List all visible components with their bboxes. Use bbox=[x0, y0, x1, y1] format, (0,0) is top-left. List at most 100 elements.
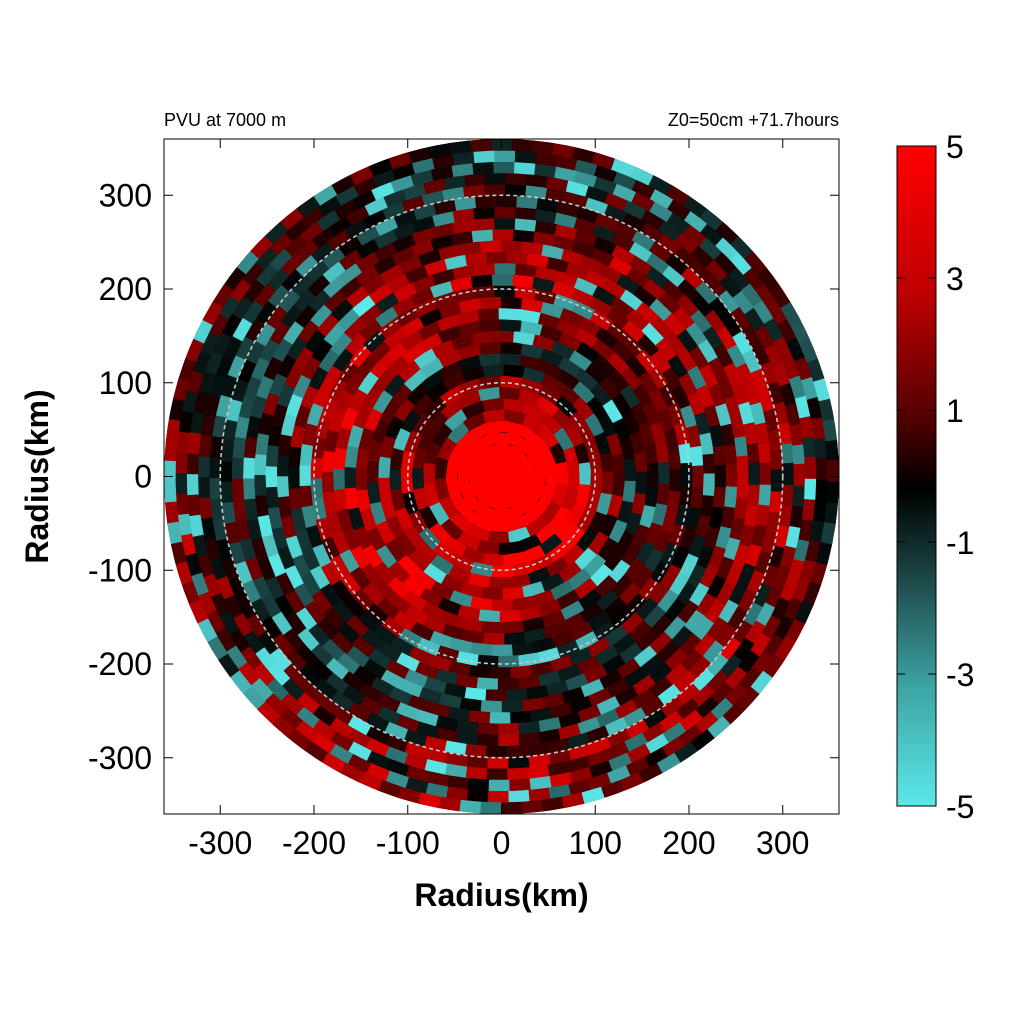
range-ring bbox=[219, 194, 784, 759]
field-cell bbox=[510, 139, 534, 153]
field-cell bbox=[287, 467, 300, 491]
field-cell bbox=[164, 481, 177, 504]
range-ring bbox=[406, 381, 597, 572]
field-cell bbox=[533, 466, 546, 492]
field-cell bbox=[635, 471, 649, 495]
field-cell bbox=[499, 341, 523, 355]
field-cell bbox=[513, 150, 537, 164]
field-cell bbox=[309, 478, 324, 501]
field-cell bbox=[321, 450, 335, 474]
field-cell bbox=[483, 172, 507, 185]
colorbar-tick-label: -5 bbox=[946, 789, 974, 825]
colorbar bbox=[896, 145, 937, 807]
field-cell bbox=[477, 318, 501, 333]
x-tick-label: 200 bbox=[662, 825, 715, 861]
field-cell bbox=[509, 778, 533, 792]
y-tick-label: 300 bbox=[99, 177, 152, 213]
field-cell bbox=[491, 599, 515, 612]
field-cell bbox=[500, 469, 514, 478]
field-cell bbox=[470, 161, 494, 175]
field-cell bbox=[578, 461, 592, 486]
field-cell bbox=[265, 466, 278, 489]
field-cell bbox=[242, 457, 255, 481]
field-cell bbox=[501, 801, 524, 814]
field-cell bbox=[208, 457, 222, 480]
field-cell bbox=[471, 217, 495, 231]
field-cell bbox=[186, 494, 201, 518]
field-cell bbox=[480, 700, 504, 714]
field-cell bbox=[508, 789, 532, 804]
field-cell bbox=[473, 194, 497, 209]
field-cell bbox=[502, 620, 526, 635]
field-cell bbox=[492, 206, 516, 219]
field-cell bbox=[422, 462, 436, 487]
field-cell bbox=[513, 206, 537, 221]
field-cell bbox=[498, 318, 522, 332]
field-cell bbox=[522, 463, 535, 487]
field-cell bbox=[492, 150, 516, 163]
field-cell bbox=[508, 755, 532, 770]
x-tick-label: 0 bbox=[493, 825, 511, 861]
field-cell bbox=[712, 485, 727, 509]
field-cell bbox=[466, 789, 490, 803]
field-cell bbox=[492, 217, 516, 230]
field-cell bbox=[712, 443, 727, 467]
field-cell bbox=[556, 461, 569, 486]
field-cell bbox=[208, 478, 222, 501]
field-cell bbox=[478, 296, 502, 310]
field-cell bbox=[497, 307, 520, 321]
x-tick-label: 100 bbox=[569, 825, 622, 861]
field-cell bbox=[492, 285, 516, 298]
field-cell bbox=[498, 722, 521, 736]
field-cell bbox=[231, 457, 244, 481]
x-axis-label: Radius(km) bbox=[414, 877, 588, 913]
field-cell bbox=[476, 677, 500, 691]
y-tick-label: 100 bbox=[99, 365, 152, 401]
axis-ticks: -300 -200 -100 0 100 200 300 300 200 100 0 -100 -200… bbox=[88, 139, 839, 861]
field-cell bbox=[501, 700, 525, 714]
field-cell bbox=[231, 478, 245, 501]
field-cell bbox=[813, 436, 828, 460]
y-axis-label: Radius(km) bbox=[19, 389, 55, 563]
field-cell bbox=[477, 733, 500, 747]
field-cell bbox=[299, 464, 311, 488]
field-cell bbox=[497, 677, 521, 691]
y-tick-label: -100 bbox=[88, 552, 152, 588]
field-cell bbox=[804, 456, 817, 479]
field-cell bbox=[164, 439, 178, 463]
field-cell bbox=[489, 712, 513, 725]
field-cell bbox=[186, 453, 199, 476]
field-cell bbox=[736, 476, 750, 499]
field-cell bbox=[507, 767, 530, 781]
field-cell bbox=[174, 452, 188, 475]
field-cell bbox=[471, 206, 495, 220]
field-cell bbox=[476, 307, 499, 322]
field-cell bbox=[669, 469, 682, 492]
field-cell bbox=[388, 468, 402, 492]
field-cell bbox=[824, 500, 839, 524]
field-cell bbox=[498, 352, 522, 366]
field-cell bbox=[498, 655, 521, 669]
field-cell bbox=[478, 609, 502, 624]
field-cell bbox=[276, 455, 290, 478]
field-cell bbox=[219, 461, 233, 484]
field-cell bbox=[366, 460, 379, 485]
field-cell bbox=[197, 456, 210, 479]
field-cell bbox=[487, 790, 511, 803]
field-cell bbox=[482, 183, 506, 197]
field-cell bbox=[480, 363, 504, 378]
field-cell bbox=[411, 467, 425, 492]
field-cell bbox=[770, 469, 784, 492]
field-cell bbox=[465, 766, 489, 781]
field-cell bbox=[791, 442, 806, 466]
field-cell bbox=[747, 483, 761, 507]
field-cell bbox=[757, 441, 772, 465]
field-cell bbox=[499, 609, 523, 624]
field-cell bbox=[477, 654, 500, 669]
field-cell bbox=[494, 194, 517, 208]
field-cell bbox=[748, 462, 761, 486]
field-cell bbox=[692, 465, 704, 489]
field-cell bbox=[465, 743, 489, 758]
field-cell bbox=[758, 483, 772, 506]
colorbar-tick-label: 3 bbox=[946, 261, 964, 297]
